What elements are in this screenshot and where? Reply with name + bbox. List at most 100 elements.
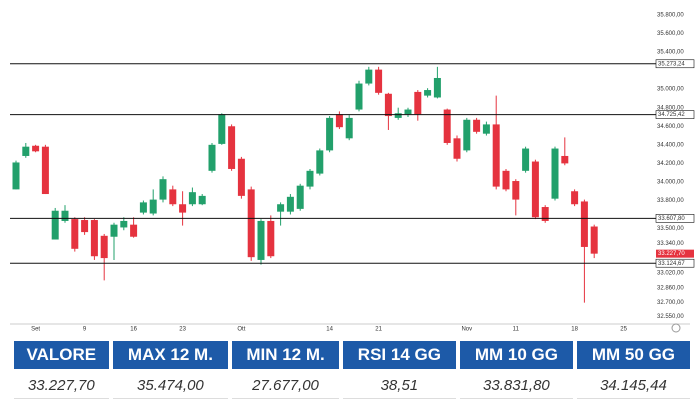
y-tick-label: 33.800,00 [657,198,684,204]
table-row: 33.227,70 35.474,00 27.677,00 38,51 33.831,8… [14,372,690,399]
candle-body [22,146,30,156]
x-tick-label: Ott [237,327,245,333]
candle-body [541,207,549,221]
value-cell: 33.831,80 [459,372,573,399]
level-label: 34.725,42 [658,112,685,118]
value-cell: 27.677,00 [232,372,339,399]
level-label: 35.273,24 [658,61,685,67]
candle-body [277,204,285,212]
candle-body [32,145,40,152]
x-tick-label: 18 [571,327,578,333]
candle-body [473,119,481,132]
candle-body [335,114,343,128]
candle-body [149,199,157,214]
x-tick-label: 16 [130,327,137,333]
candle-body [404,109,412,115]
candle-body [326,117,334,151]
value-cell: 33.227,70 [14,372,109,399]
x-tick-label: Set [31,327,40,333]
candle-body [522,148,530,171]
candle-body [159,179,167,200]
candle-body [198,195,206,205]
candle-body [375,69,383,93]
header-cell: RSI 14 GG [342,341,456,369]
candle-body [384,93,392,117]
candle-body [531,161,539,218]
candle-body [492,124,500,187]
candle-body [218,114,226,144]
candle-body [571,191,579,205]
candle-body [365,69,373,84]
y-tick-label: 34.400,00 [657,142,684,148]
level-label: 33.124,67 [658,261,685,267]
candle-body [580,201,588,247]
y-tick-label: 34.600,00 [657,124,684,130]
candle-body [120,220,128,228]
level-label-box [655,258,695,268]
x-tick-label: 11 [513,327,520,333]
level-label-box [655,59,695,69]
value-cell: 35.474,00 [112,372,229,399]
candle-body [228,126,236,169]
y-tick-label: 35.600,00 [657,31,684,37]
y-tick-label: 34.000,00 [657,180,684,186]
candle-body [512,181,520,200]
header-cell: MAX 12 M. [112,341,229,369]
candle-body [355,83,363,110]
candle-body [394,113,402,118]
level-label-box [655,214,695,223]
header-cell: VALORE [14,341,109,369]
value-cell: 34.145,44 [576,372,690,399]
candle-body [90,220,98,257]
y-tick-label: 35.400,00 [657,50,684,56]
candle-body [12,162,20,190]
candle-body [502,170,510,190]
candle-body [139,202,147,213]
x-tick-label: 14 [326,327,333,333]
candle-body [247,189,255,258]
candle-body [51,210,59,240]
candle-body [267,220,275,257]
candle-body [424,90,432,96]
level-label-box [655,110,695,119]
x-tick-label: 9 [83,327,87,333]
y-tick-label: 32.700,00 [657,300,684,306]
candle-body [100,235,108,259]
y-tick-label: 32.550,00 [657,314,684,320]
candle-body [41,146,49,195]
value-cell: 38,51 [342,372,456,399]
x-tick-label: 21 [375,327,382,333]
y-tick-label: 35.000,00 [657,87,684,93]
last-price-box [656,249,694,258]
candle-body [482,124,490,134]
stats-table: VALORE MAX 12 M. MIN 12 M. RSI 14 GG MM 10 G… [10,338,694,402]
y-tick-label: 34.200,00 [657,161,684,167]
candle-body [590,226,598,254]
x-tick-label: 25 [620,327,627,333]
candle-body [551,148,559,199]
candle-body [463,119,471,151]
header-row: VALORE MAX 12 M. MIN 12 M. RSI 14 GG MM 10 G… [14,341,690,369]
x-tick-label: 23 [179,327,186,333]
y-tick-label: 35.800,00 [657,12,684,18]
x-tick-label: Nov [461,327,472,333]
settings-icon[interactable] [671,323,681,333]
header-cell: MIN 12 M. [232,341,339,369]
candle-body [179,204,187,213]
y-tick-label: 33.020,00 [657,271,684,277]
candle-body [296,185,304,209]
candle-body [316,150,324,174]
candle-body [81,220,89,233]
chart: 35.800,00 35.600,00 35.400,00 35.000,00 34.8… [10,12,695,333]
candle-body [443,109,451,143]
candle-body [286,196,294,212]
candle-body [345,117,353,139]
candle-body [561,155,569,164]
candle-body [61,210,69,221]
candle-body [208,144,216,171]
candle-body [306,170,314,187]
candle-body [110,224,118,237]
candle-body [453,138,461,159]
last-price-label: 33.227,70 [658,251,685,257]
